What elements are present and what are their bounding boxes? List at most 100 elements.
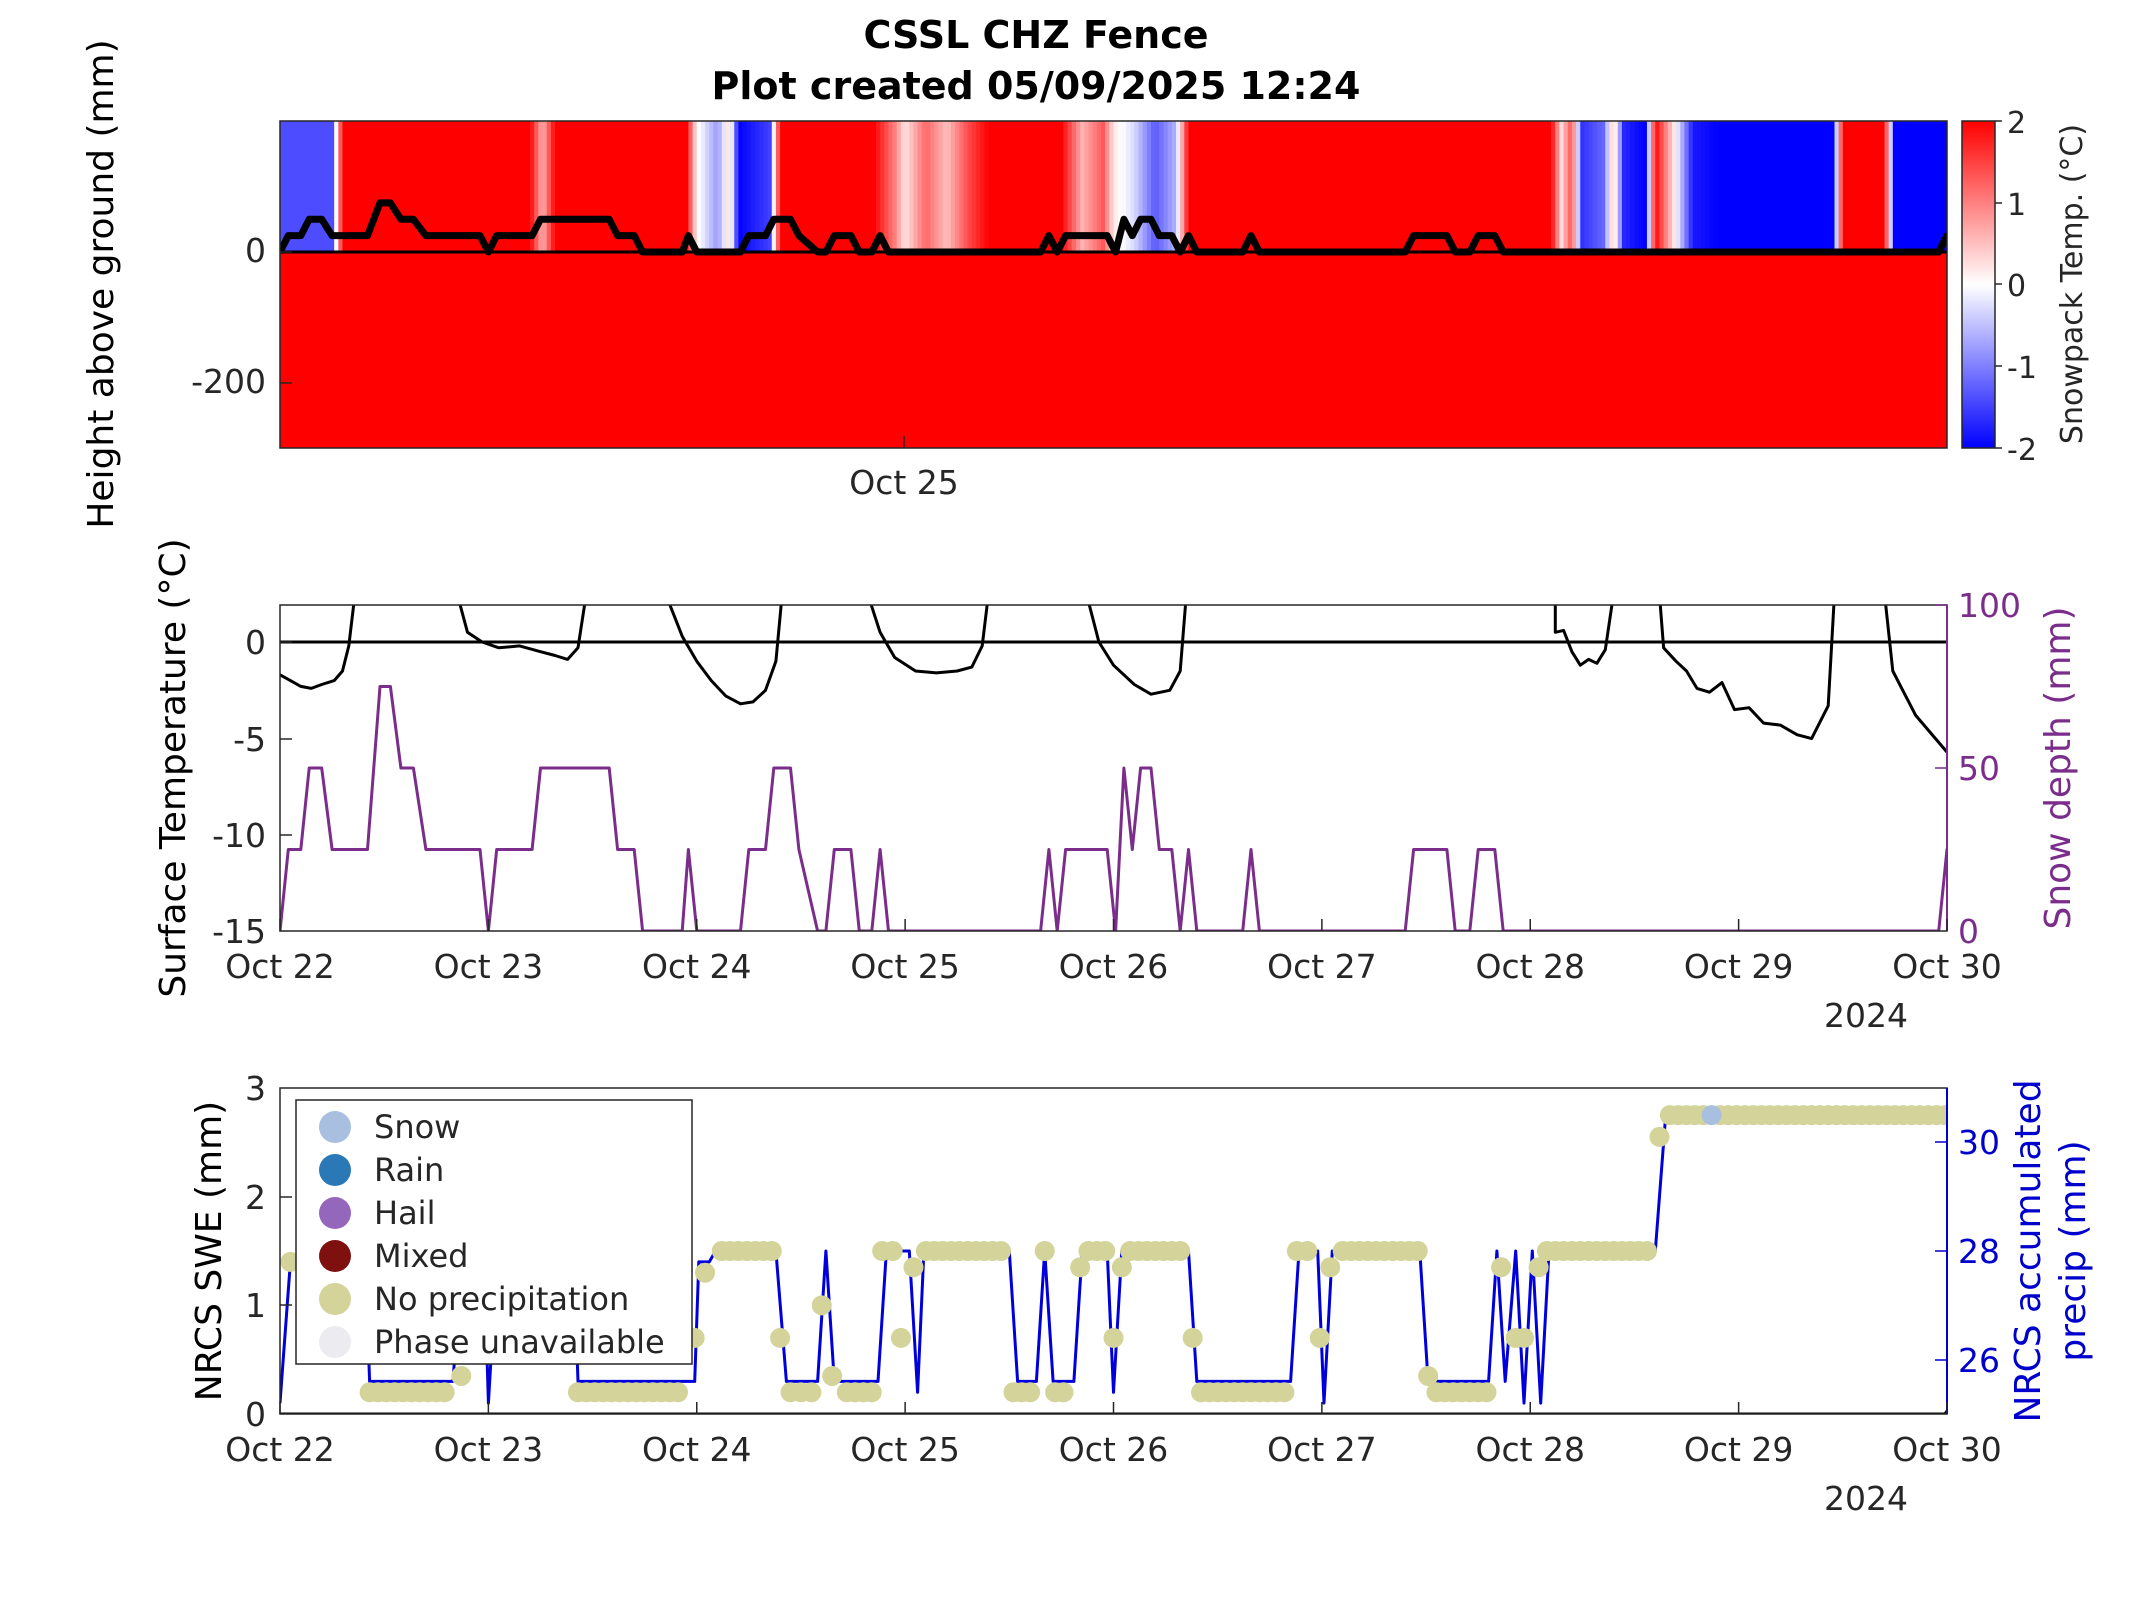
legend-mixed-marker — [319, 1240, 351, 1272]
legend: Snow Rain Hail Mixed No precipitation Ph… — [295, 1099, 693, 1365]
heatmap-cell — [784, 121, 790, 252]
heatmap-cell — [1380, 121, 1386, 252]
heatmap-cell — [988, 121, 994, 252]
heatmap-cell — [888, 121, 894, 252]
heatmap-cell — [1159, 121, 1165, 252]
nrcs-x-tick-label: Oct 24 — [642, 1430, 752, 1469]
nrcs-x-tick-label: Oct 30 — [1892, 1430, 2002, 1469]
heatmap-cell — [1567, 121, 1573, 252]
heatmap-cell — [563, 121, 569, 252]
temp-x-tick-label: Oct 26 — [1059, 947, 1169, 986]
heatmap-cell — [1534, 121, 1540, 252]
heatmap-cell — [1734, 121, 1740, 252]
heatmap-cell — [780, 121, 786, 252]
no-precip-marker — [1476, 1382, 1497, 1403]
heatmap-cell — [1555, 121, 1561, 252]
heatmap-cell — [1942, 121, 1947, 252]
heatmap-cell — [684, 121, 690, 252]
heatmap-axes-frame — [279, 120, 1948, 449]
heatmap-cell — [850, 121, 856, 252]
heatmap-cell — [392, 121, 398, 252]
heatmap-cell — [638, 121, 644, 252]
chart-subtitle: Plot created 05/09/2025 12:24 — [712, 64, 1361, 108]
heatmap-cell — [1601, 121, 1607, 252]
heatmap-cell — [1171, 121, 1177, 252]
heatmap-cell — [846, 121, 852, 252]
heatmap-cell — [1755, 121, 1761, 252]
heatmap-cell — [1109, 121, 1115, 252]
heatmap-cell — [1505, 121, 1511, 252]
heatmap-cell — [809, 121, 815, 252]
heatmap-cell — [1580, 121, 1586, 252]
heatmap-cell — [1717, 121, 1723, 252]
no-precip-marker — [1070, 1257, 1091, 1278]
heatmap-cell — [1592, 121, 1598, 252]
heatmap-cell — [1009, 121, 1015, 252]
heatmap-cell — [1130, 121, 1136, 252]
heatmap-cell — [1401, 121, 1407, 252]
no-precip-marker — [1513, 1327, 1534, 1348]
heatmap-cell — [505, 121, 511, 252]
no-precip-marker — [695, 1262, 716, 1283]
heatmap-cell — [1217, 121, 1223, 252]
legend-hail-marker — [319, 1197, 351, 1229]
heatmap-cell — [467, 121, 473, 252]
heatmap-cell — [1751, 121, 1757, 252]
precip-y-tick-label-28: 28 — [1958, 1232, 2000, 1271]
heatmap-cell — [625, 121, 631, 252]
heatmap-cell — [434, 121, 440, 252]
heatmap-cell — [1396, 121, 1402, 252]
heatmap-cell — [1467, 121, 1473, 252]
precip-y-axis-label-line1: NRCS accumulated — [2008, 1079, 2049, 1422]
heatmap-cell — [1838, 121, 1844, 252]
no-precip-marker — [861, 1382, 882, 1403]
no-precip-marker — [667, 1382, 688, 1403]
heatmap-cell — [646, 121, 652, 252]
heatmap-cell — [463, 121, 469, 252]
heatmap-cell — [1705, 121, 1711, 252]
heatmap-cell — [346, 121, 352, 252]
no-precip-marker — [822, 1365, 843, 1386]
heatmap-cell — [1842, 121, 1848, 252]
temp-x-tick-label: Oct 28 — [1475, 947, 1585, 986]
heatmap-cell — [1105, 121, 1111, 252]
heatmap-cell — [363, 121, 369, 252]
heatmap-cell — [1025, 121, 1031, 252]
precip-y-axis-label-line2: precip (mm) — [2053, 1140, 2094, 1361]
heatmap-cell — [600, 121, 606, 252]
heatmap-cell — [1796, 121, 1802, 252]
heatmap-cell — [1296, 121, 1302, 252]
temp-y-ticks: 0 -5 -10 -15 — [212, 623, 292, 951]
no-precip-marker — [1095, 1241, 1116, 1261]
heatmap-cell — [1226, 121, 1231, 252]
panel-nrcs: 3 2 1 0 30 28 26 Oct 22 Oct 23 Oct 24 Oct 2… — [189, 1069, 2094, 1518]
heatmap-cell — [1176, 121, 1181, 252]
heatmap-cell — [421, 121, 427, 252]
heatmap-y-tick-label-0: 0 — [245, 231, 266, 270]
heatmap-cell — [580, 121, 586, 252]
heatmap-cell — [938, 121, 944, 252]
heatmap-cell — [1563, 121, 1569, 252]
heatmap-cell — [309, 121, 315, 252]
heatmap-cell — [359, 121, 365, 252]
surface-temp-line — [280, 605, 1947, 754]
colorbar-tick-label-minus1: -1 — [2007, 351, 2037, 386]
heatmap-cell — [571, 121, 577, 252]
heatmap-cell — [1659, 121, 1665, 252]
heatmap-cell — [913, 121, 919, 252]
heatmap-cell — [1334, 121, 1340, 252]
no-precip-marker — [1274, 1382, 1295, 1403]
heatmap-cell — [900, 121, 906, 252]
heatmap-cell — [484, 121, 490, 252]
heatmap-cell — [1405, 121, 1411, 252]
temp-x-tick-label: Oct 22 — [225, 947, 335, 986]
heatmap-cell — [875, 121, 881, 252]
snow-depth-line — [280, 685, 1947, 931]
heatmap-cell — [1209, 121, 1215, 252]
heatmap-cell — [321, 121, 327, 252]
heatmap-cell — [1346, 121, 1352, 252]
heatmap-cell — [742, 121, 748, 252]
heatmap-cell — [1013, 121, 1019, 252]
heatmap-cell — [1576, 121, 1582, 252]
